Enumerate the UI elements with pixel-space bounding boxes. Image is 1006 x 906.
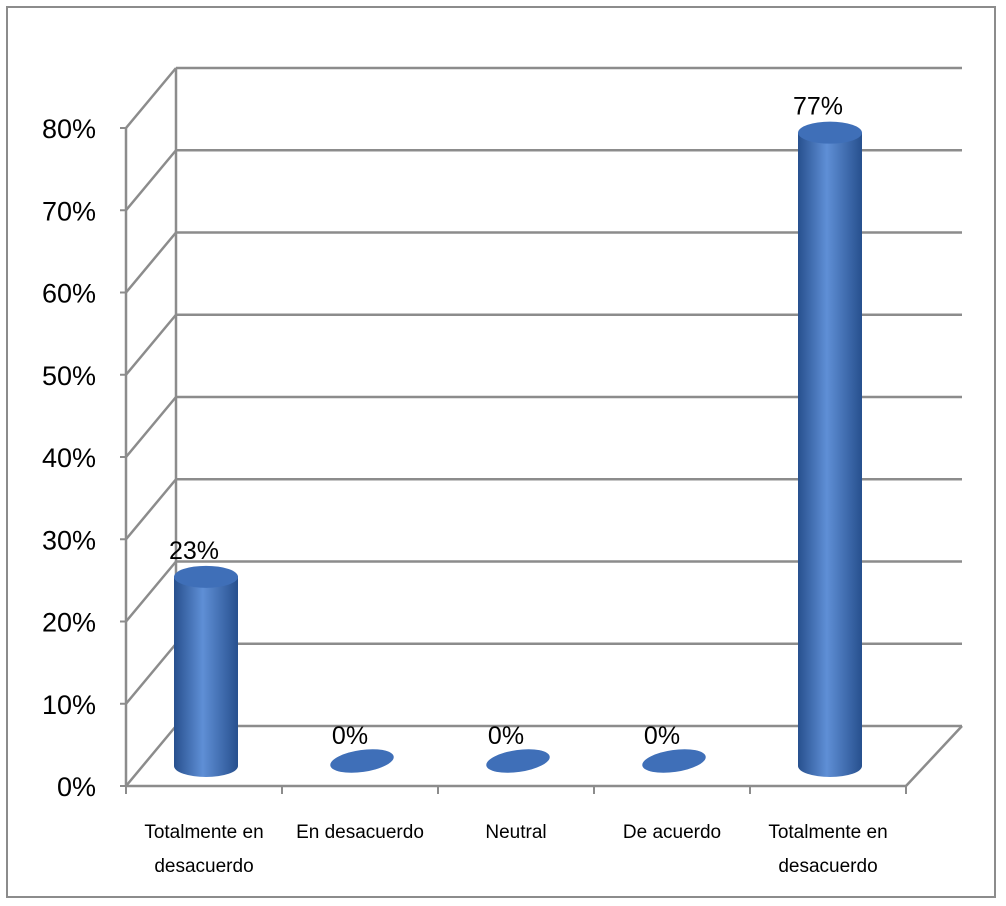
x-category-label: Totalmente en — [144, 822, 263, 843]
bar-chart: 0%10%20%30%40%50%60%70%80% 23%0% 0% 0%77% … — [42, 66, 963, 877]
y-tick-label: 0% — [57, 772, 96, 802]
y-tick-label: 50% — [42, 361, 96, 391]
x-axis-category-labels: Totalmente en desacuerdo En desacuerdo Neut… — [144, 822, 887, 877]
bar-top-cap — [798, 121, 862, 144]
gridline-diagonal — [125, 725, 177, 787]
bar-body — [798, 132, 862, 778]
y-tick-label: 80% — [42, 114, 96, 144]
y-axis-tick-labels: 0% 10% 20% 30% 40% 50% 60% 70% 80% — [42, 114, 96, 802]
bar — [486, 749, 550, 773]
x-category-label: desacuerdo — [778, 856, 877, 877]
data-label: 77% — [793, 93, 843, 121]
bar-zero-disc — [486, 749, 550, 773]
gridline-diagonal — [125, 560, 177, 623]
gridline-diagonal — [125, 396, 177, 458]
y-tick-label: 60% — [42, 279, 96, 309]
gridline-diagonal — [125, 67, 177, 129]
x-category-label: Neutral — [485, 822, 546, 843]
data-label: 23% — [169, 537, 219, 565]
data-labels: 23% 0% 0% 0% 77% — [169, 93, 843, 750]
gridline-diagonal — [125, 231, 177, 294]
x-category-label: De acuerdo — [623, 822, 721, 843]
data-label: 0% — [644, 722, 680, 750]
x-category-label: desacuerdo — [154, 856, 253, 877]
chart-frame: 0% 10% 20% 30% 40% 50% 60% 70% 80% 23% 0% 0% 0% 77% … — [6, 6, 996, 898]
data-label: 0% — [332, 722, 368, 750]
x-category-label: En desacuerdo — [296, 822, 424, 843]
bar-body — [174, 576, 238, 777]
gridline-diagonal — [125, 149, 177, 212]
gridline-diagonal — [125, 478, 177, 541]
y-tick-label: 40% — [42, 443, 96, 473]
x-category-label: Totalmente en — [768, 822, 887, 843]
bar-top-cap — [174, 565, 238, 588]
gridline-diagonal — [125, 642, 177, 705]
bar-zero-disc — [330, 749, 394, 773]
y-tick-label: 20% — [42, 608, 96, 638]
y-tick-label: 10% — [42, 690, 96, 720]
y-tick-label: 30% — [42, 525, 96, 555]
bar-zero-disc — [642, 749, 706, 773]
bar — [174, 565, 238, 777]
bars — [174, 121, 862, 778]
gridline-diagonal — [125, 313, 177, 376]
data-label: 0% — [488, 722, 524, 750]
bar — [642, 749, 706, 773]
bar — [330, 749, 394, 773]
y-tick-label: 70% — [42, 196, 96, 226]
floor-right-edge — [905, 725, 963, 787]
bar — [798, 121, 862, 778]
